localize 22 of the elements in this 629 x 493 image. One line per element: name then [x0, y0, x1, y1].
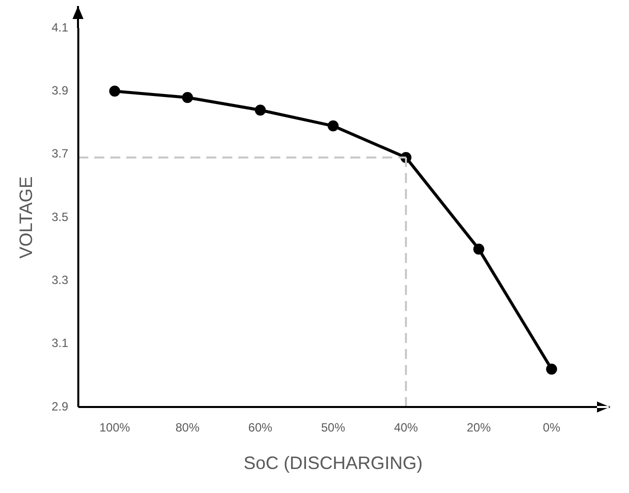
x-tick-label: 100% — [99, 420, 130, 435]
y-axis-title: VOLTAGE — [16, 176, 36, 259]
point — [254, 104, 266, 116]
x-tick-label: 20% — [466, 420, 492, 435]
y-tick-label: 4.1 — [52, 20, 69, 34]
point — [328, 120, 339, 132]
point — [109, 86, 120, 97]
point — [182, 92, 194, 103]
x-tick-label: 0% — [542, 420, 561, 435]
x-tick-label: 50% — [321, 420, 346, 435]
y-tick-label: 3.7 — [52, 146, 69, 161]
x-tick-label: 60% — [248, 420, 273, 435]
x-tick-label: 80% — [175, 420, 200, 435]
point — [473, 244, 484, 255]
y-tick-label: 3.1 — [52, 336, 69, 350]
x-tick-label: 40% — [394, 420, 418, 435]
y-tick-label: 3.5 — [52, 210, 69, 224]
y-tick-label: 2.9 — [52, 399, 69, 414]
point — [546, 364, 558, 375]
y-tick-label: 3.3 — [52, 272, 69, 287]
x-axis-title: SoC (DISCHARGING) — [244, 453, 423, 474]
y-tick-label: 3.9 — [52, 83, 69, 98]
